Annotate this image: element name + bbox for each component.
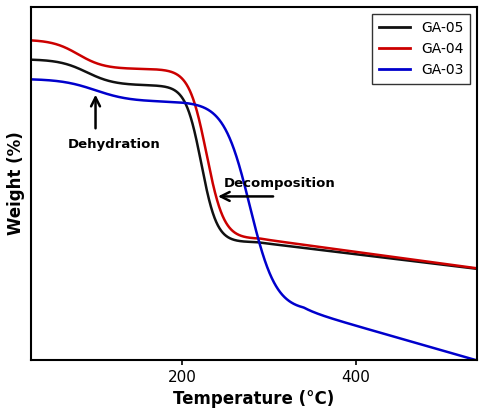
Y-axis label: Weight (%): Weight (%) bbox=[7, 132, 25, 235]
Line: GA-05: GA-05 bbox=[30, 60, 477, 269]
GA-05 bbox=[417, 259, 423, 264]
GA-05 bbox=[78, 67, 84, 72]
GA-03 bbox=[466, 355, 471, 360]
GA-05 bbox=[28, 57, 33, 62]
Legend: GA-05, GA-04, GA-03: GA-05, GA-04, GA-03 bbox=[372, 14, 470, 84]
GA-03 bbox=[199, 104, 205, 109]
Line: GA-03: GA-03 bbox=[30, 79, 477, 361]
GA-04 bbox=[474, 266, 480, 271]
GA-04 bbox=[28, 38, 33, 43]
Text: Dehydration: Dehydration bbox=[68, 138, 161, 151]
GA-04 bbox=[78, 54, 84, 59]
GA-03 bbox=[28, 77, 33, 82]
GA-05 bbox=[474, 266, 480, 271]
GA-05 bbox=[105, 78, 111, 83]
X-axis label: Temperature (°C): Temperature (°C) bbox=[173, 390, 334, 408]
GA-03 bbox=[417, 342, 423, 347]
GA-05 bbox=[199, 164, 205, 168]
GA-04 bbox=[466, 265, 471, 270]
GA-03 bbox=[78, 83, 84, 88]
GA-05 bbox=[218, 228, 224, 233]
GA-04 bbox=[105, 64, 111, 69]
Line: GA-04: GA-04 bbox=[30, 40, 477, 269]
GA-03 bbox=[105, 92, 111, 97]
GA-05 bbox=[466, 265, 471, 270]
Text: Decomposition: Decomposition bbox=[224, 177, 335, 190]
GA-03 bbox=[218, 120, 224, 125]
GA-04 bbox=[199, 129, 205, 134]
GA-03 bbox=[474, 358, 480, 363]
GA-04 bbox=[218, 210, 224, 215]
GA-04 bbox=[417, 258, 423, 263]
